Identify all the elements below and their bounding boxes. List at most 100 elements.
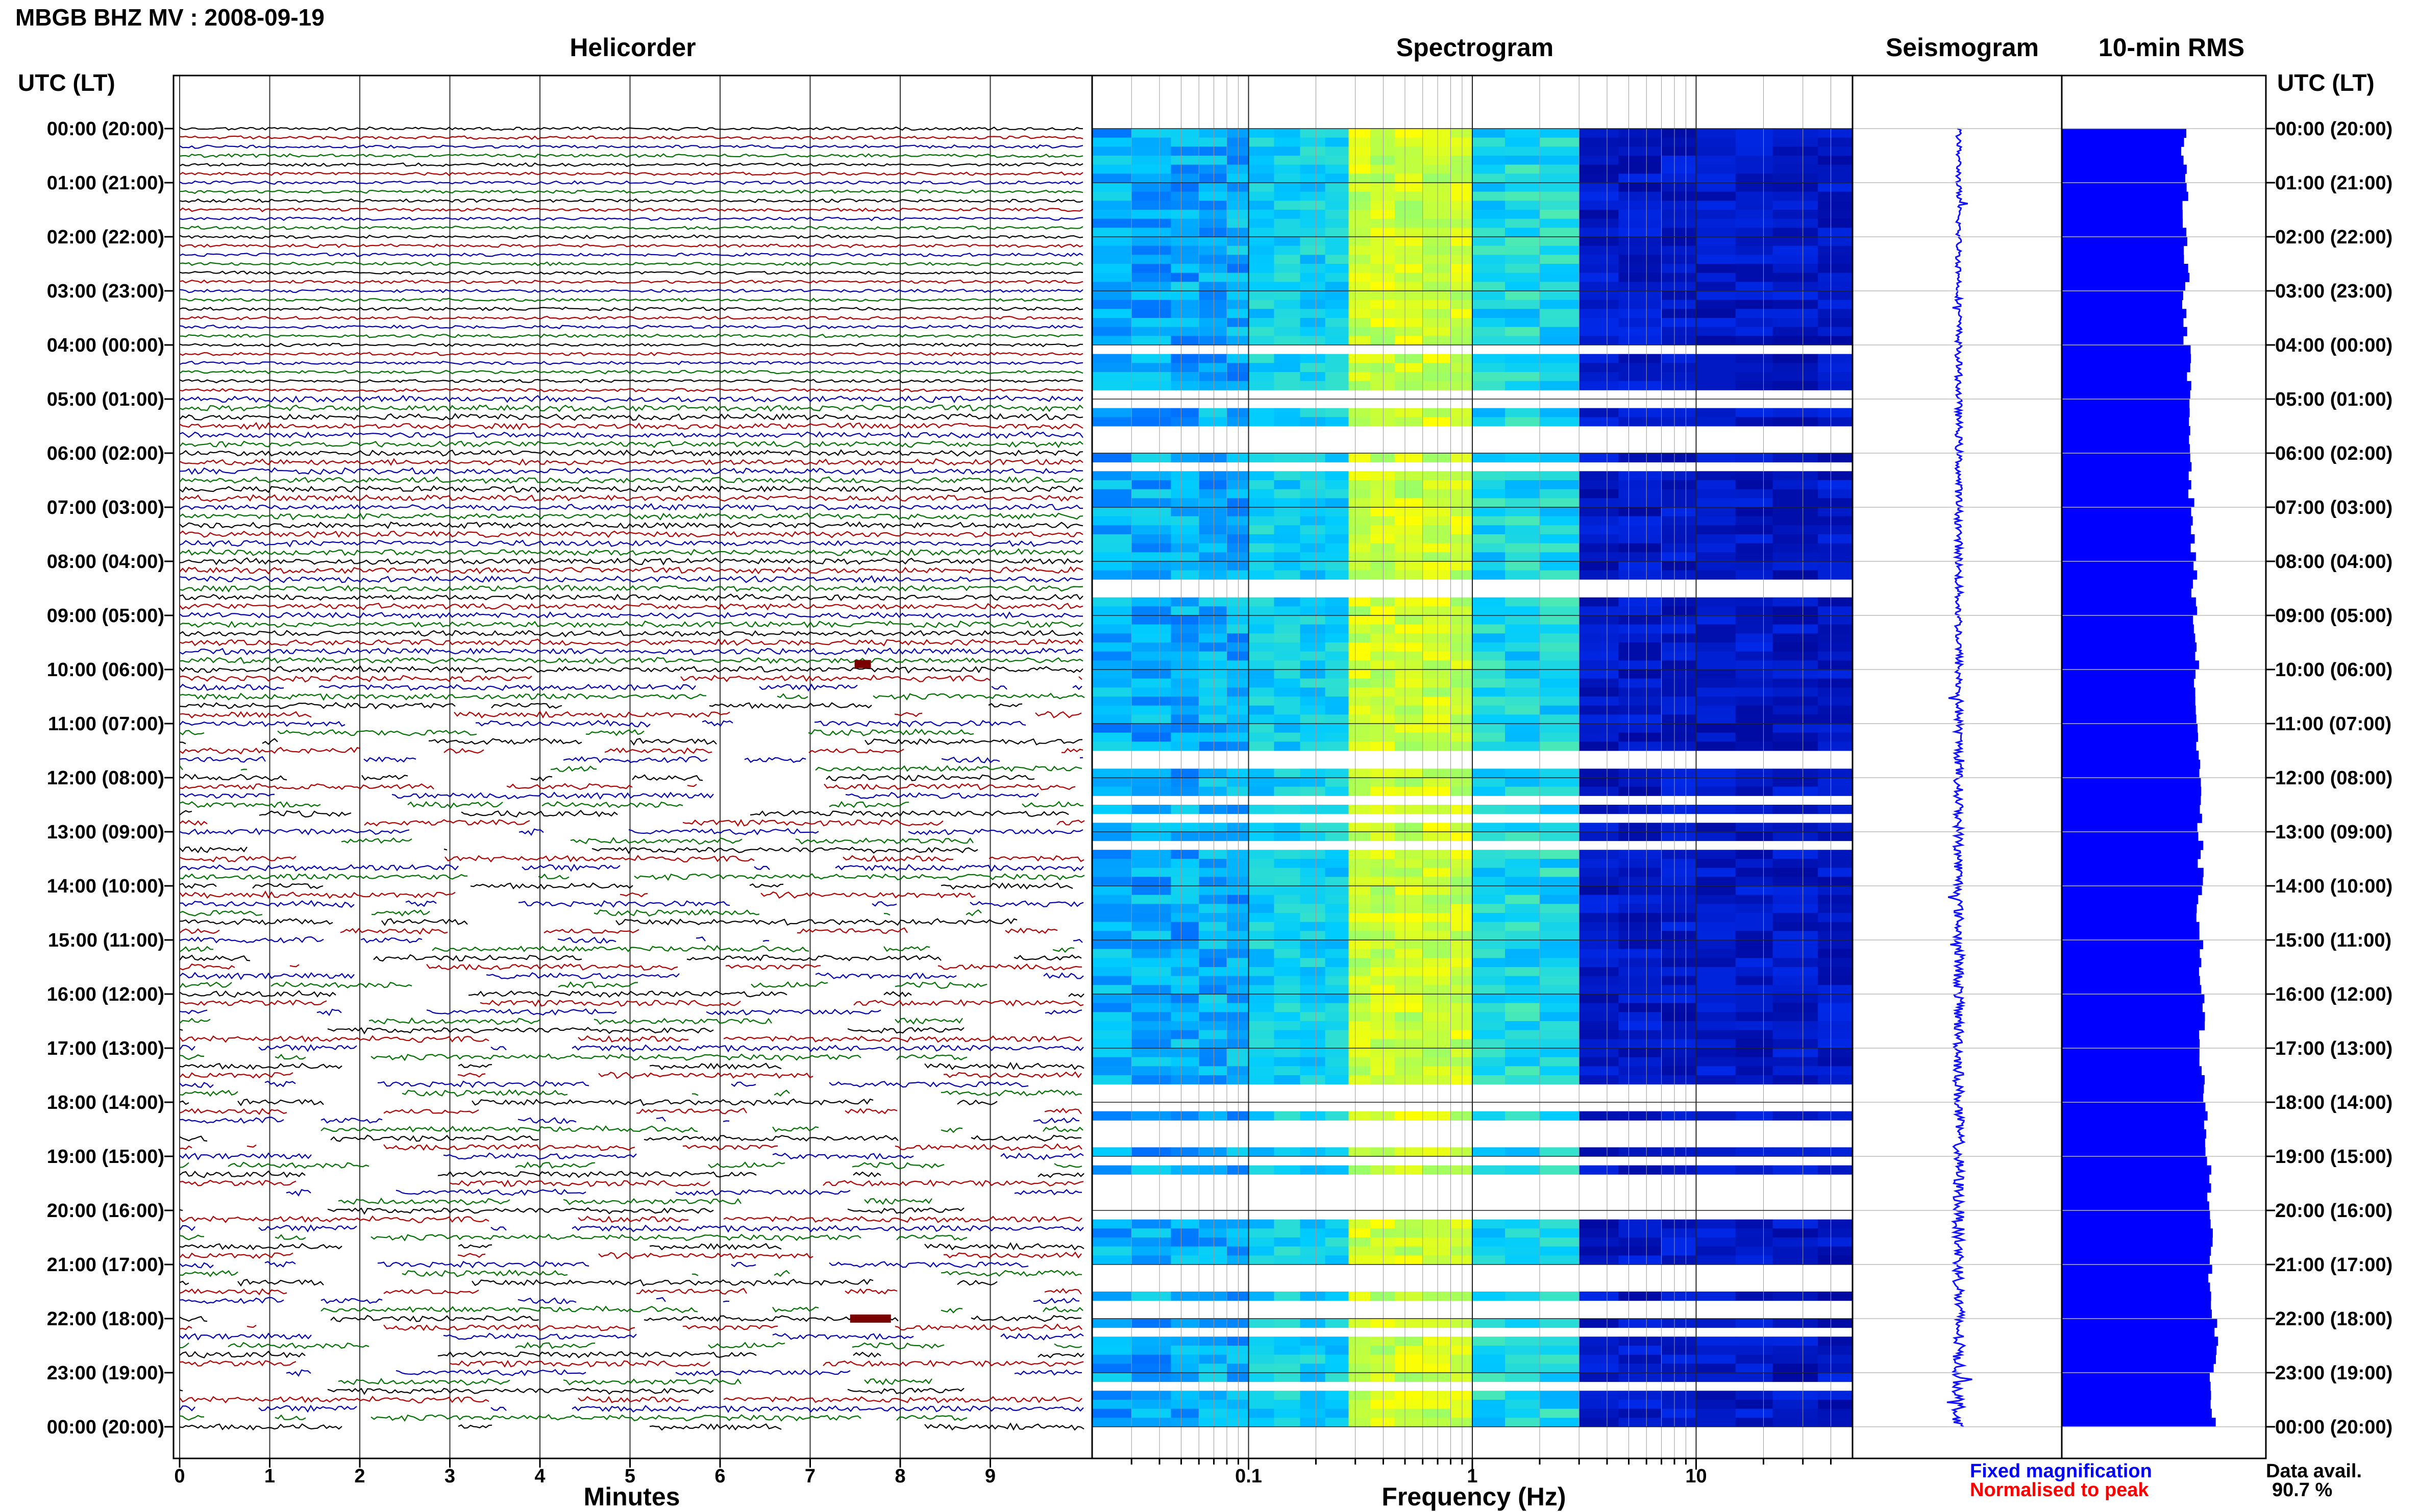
spectrogram-cell	[1661, 958, 1697, 968]
spectrogram-cell	[1131, 949, 1171, 958]
spectrogram-cell	[1274, 1418, 1301, 1427]
spectrogram-cell	[1199, 1255, 1227, 1265]
spectrogram-cell	[1348, 1418, 1371, 1427]
spectrogram-cell	[1472, 552, 1505, 562]
spectrogram-cell	[1394, 417, 1423, 427]
spectrogram-cell	[1199, 372, 1227, 382]
spectrogram-cell	[1248, 363, 1274, 373]
spectrogram-cell	[1661, 687, 1697, 697]
spectrogram-cell	[1579, 237, 1619, 246]
spectrogram-cell	[1227, 1165, 1249, 1175]
rms-bar	[2062, 300, 2183, 309]
spectrogram-cell	[1661, 245, 1697, 255]
spectrogram-cell	[1472, 1165, 1505, 1175]
spectrogram-cell	[1579, 850, 1619, 859]
spectrogram-cell	[1171, 724, 1199, 733]
spectrogram-cell	[1618, 732, 1662, 742]
spectrogram-cell	[1422, 967, 1451, 977]
spectrogram-cell	[1394, 1075, 1423, 1085]
helicorder-trace-row	[179, 306, 1083, 311]
spectrogram-cell	[1505, 931, 1540, 940]
spectrogram-cell	[1248, 922, 1274, 931]
spectrogram-cell	[1131, 904, 1171, 913]
helicorder-trace-row	[179, 756, 1083, 763]
spectrogram-cell	[1300, 1030, 1326, 1039]
spectrogram-cell	[1618, 146, 1662, 156]
spectrogram-cell	[1227, 732, 1249, 742]
spectrogram-cell	[1450, 408, 1473, 417]
helicorder-trace-row	[179, 981, 988, 989]
spectrogram-cell	[1661, 904, 1697, 913]
spectrogram-cell	[1325, 507, 1349, 517]
spectrogram-cell	[1300, 1354, 1326, 1364]
spectrogram-cell	[1661, 1057, 1697, 1067]
spectrogram-cell	[1348, 336, 1371, 345]
spectrogram-cell	[1661, 336, 1697, 345]
spectrogram-cell	[1540, 949, 1579, 958]
helicorder-trace-row	[179, 1035, 1082, 1043]
spectrogram-cell	[1472, 525, 1505, 535]
rms-bar	[2062, 778, 2201, 787]
spectrogram-cell	[1131, 967, 1171, 977]
spectrogram-cell	[1300, 164, 1326, 174]
spectrogram-cell	[1199, 1237, 1227, 1247]
spectrogram-cell	[1472, 958, 1505, 968]
spectrogram-cell	[1661, 615, 1697, 625]
spectrogram-cell	[1818, 886, 1853, 896]
spectrogram-cell	[1540, 156, 1579, 165]
spectrogram-cell	[1540, 561, 1579, 571]
rms-bar	[2062, 913, 2196, 923]
spectrogram-cell	[1422, 1408, 1451, 1418]
spectrogram-cell	[1131, 156, 1171, 165]
spectrogram-cell	[1540, 958, 1579, 968]
spectrogram-cell	[1422, 660, 1451, 670]
spectrogram-cell	[1199, 922, 1227, 931]
spectrogram-cell	[1579, 606, 1619, 616]
spectrogram-cell	[1505, 245, 1540, 255]
spectrogram-cell	[1818, 1373, 1853, 1382]
rms-bar	[2062, 813, 2202, 823]
rms-bar	[2062, 904, 2197, 913]
spectrogram-cell	[1618, 336, 1662, 345]
spectrogram-cell	[1274, 1346, 1301, 1355]
spectrogram-cell	[1696, 129, 1736, 138]
spectrogram-cell	[1227, 922, 1249, 931]
spectrogram-cell	[1300, 985, 1326, 995]
spectrogram-cell	[1818, 561, 1853, 571]
spectrogram-cell	[1248, 886, 1274, 896]
spectrogram-cell	[1171, 471, 1199, 481]
rms-bar	[2062, 769, 2200, 778]
spectrogram-cell	[1422, 1246, 1451, 1256]
spectrogram-cell	[1325, 210, 1349, 219]
spectrogram-cell	[1325, 823, 1349, 832]
spectrogram-cell	[1199, 1418, 1227, 1427]
spectrogram-cell	[1505, 786, 1540, 796]
spectrogram-cell	[1618, 561, 1662, 571]
rms-bar	[2062, 1346, 2217, 1355]
spectrogram-cell	[1472, 714, 1505, 724]
spectrogram-cell	[1348, 1228, 1371, 1238]
x-tick-label-spec: 0.1	[1235, 1466, 1262, 1487]
spectrogram-cell	[1505, 624, 1540, 634]
spectrogram-cell	[1171, 741, 1199, 751]
spectrogram-cell	[1772, 985, 1818, 995]
spectrogram-cell	[1199, 237, 1227, 246]
spectrogram-cell	[1735, 453, 1773, 463]
spectrogram-cell	[1540, 1400, 1579, 1409]
spectrogram-cell	[1394, 1111, 1423, 1121]
spectrogram-cell	[1092, 255, 1132, 264]
spectrogram-cell	[1348, 624, 1371, 634]
spectrogram-cell	[1696, 291, 1736, 301]
spectrogram-cell	[1227, 615, 1249, 625]
spectrogram-cell	[1370, 471, 1395, 481]
spectrogram-cell	[1472, 183, 1505, 192]
x-tick-label-heli: 4	[534, 1466, 545, 1487]
spectrogram-cell	[1227, 976, 1249, 985]
spectrogram-cell	[1274, 1003, 1301, 1012]
helicorder-trace-row	[179, 1008, 1082, 1017]
spectrogram-cell	[1370, 156, 1395, 165]
spectrogram-cell	[1199, 769, 1227, 778]
rms-bar	[2062, 318, 2184, 328]
spectrogram-cell	[1199, 886, 1227, 896]
spectrogram-cell	[1131, 994, 1171, 1004]
